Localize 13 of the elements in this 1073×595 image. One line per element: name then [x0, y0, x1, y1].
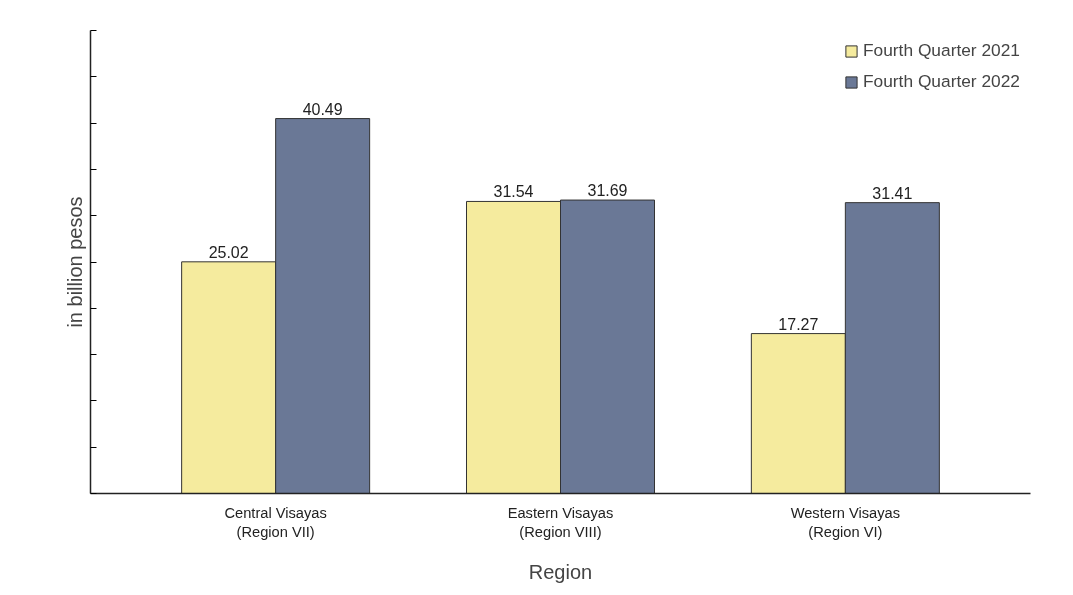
x-tick-label: Western Visayas (Region VI) — [790, 504, 901, 540]
y-axis-title: in billion pesos — [63, 196, 86, 328]
x-tick-label: Eastern Visayas (Region VIII) — [507, 504, 614, 540]
legend-label: Fourth Quarter 2022 — [862, 71, 1020, 92]
data-label: 31.41 — [872, 184, 913, 202]
x-axis-title: Region — [528, 560, 593, 583]
x-tick-label: Central Visayas (Region VII) — [224, 504, 327, 540]
data-label: 31.69 — [587, 182, 628, 200]
data-label: 17.27 — [778, 315, 819, 333]
data-label: 40.49 — [302, 100, 343, 118]
data-label: 31.54 — [493, 183, 534, 201]
legend-label: Fourth Quarter 2021 — [862, 40, 1020, 61]
data-label: 25.02 — [208, 243, 249, 261]
